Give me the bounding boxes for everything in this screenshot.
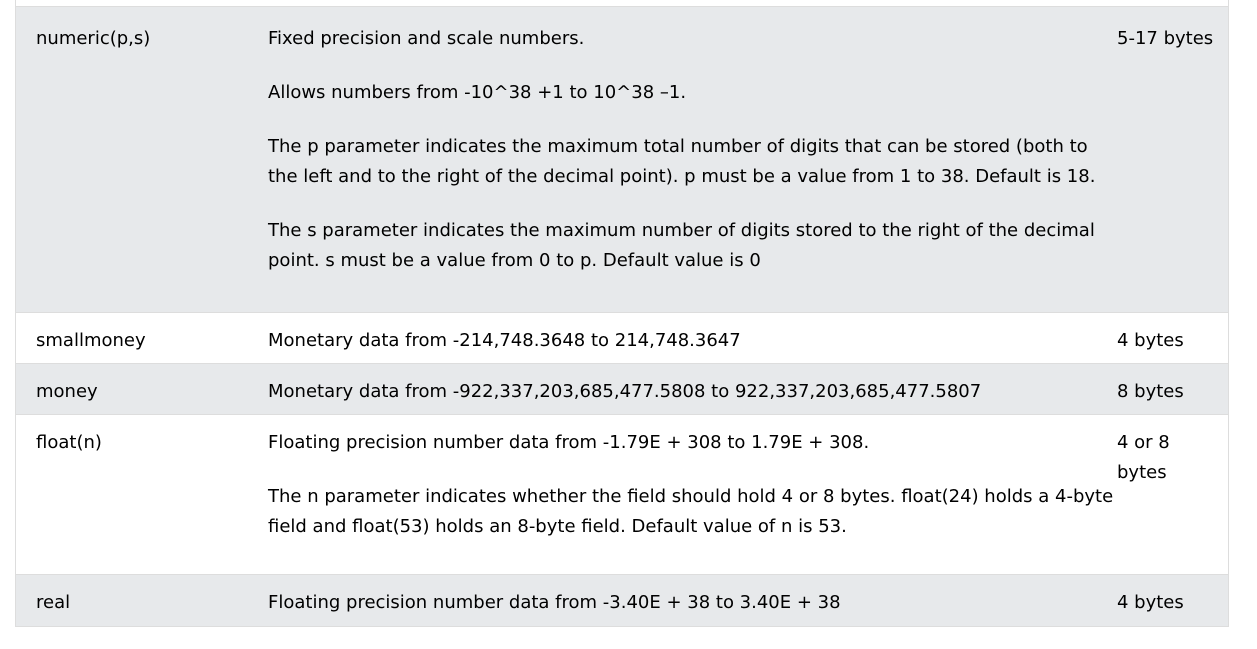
type-name: real [36, 592, 71, 613]
description-text: Allows numbers from -10^38 +1 to 10^38 –… [268, 82, 687, 103]
type-name: smallmoney [36, 330, 146, 351]
storage-cell: 4 bytes [1117, 313, 1228, 364]
storage-cell: 5-17 bytes [1117, 7, 1228, 313]
storage-cell: 4 bytes [1117, 575, 1228, 626]
description-cell: Monetary data from -214,748.3648 to 214,… [268, 313, 1117, 364]
type-name: numeric(p,s) [36, 28, 151, 49]
description-text: Monetary data from -922,337,203,685,477.… [268, 381, 982, 402]
table-row: numeric(p,s) Fixed precision and scale n… [16, 6, 1228, 313]
table-top-strip [16, 0, 1228, 6]
description-text: Floating precision number data from -3.4… [268, 592, 841, 613]
table-row: real Floating precision number data from… [16, 574, 1228, 626]
storage-size: 4 or 8 bytes [1117, 432, 1170, 483]
storage-size: 8 bytes [1117, 381, 1184, 402]
type-name: float(n) [36, 432, 102, 453]
description-cell: Floating precision number data from -3.4… [268, 575, 1117, 626]
type-cell: real [16, 575, 268, 626]
description-text: Floating precision number data from -1.7… [268, 432, 870, 453]
description-text: The n parameter indicates whether the fi… [268, 486, 1114, 537]
type-cell: money [16, 364, 268, 415]
table-row: smallmoney Monetary data from -214,748.3… [16, 312, 1228, 364]
type-name: money [36, 381, 98, 402]
storage-cell: 8 bytes [1117, 364, 1228, 415]
storage-size: 4 bytes [1117, 592, 1184, 613]
description-cell: Fixed precision and scale numbers. Allow… [268, 7, 1117, 313]
description-text: The p parameter indicates the maximum to… [268, 136, 1096, 187]
description-cell: Floating precision number data from -1.7… [268, 415, 1117, 575]
type-cell: smallmoney [16, 313, 268, 364]
storage-size: 4 bytes [1117, 330, 1184, 351]
description-text: The s parameter indicates the maximum nu… [268, 220, 1095, 271]
table-row: money Monetary data from -922,337,203,68… [16, 363, 1228, 415]
numeric-types-table: numeric(p,s) Fixed precision and scale n… [16, 6, 1228, 626]
description-cell: Monetary data from -922,337,203,685,477.… [268, 364, 1117, 415]
table-row: float(n) Floating precision number data … [16, 414, 1228, 575]
storage-cell: 4 or 8 bytes [1117, 415, 1228, 575]
type-cell: numeric(p,s) [16, 7, 268, 313]
description-text: Monetary data from -214,748.3648 to 214,… [268, 330, 741, 351]
data-types-table: numeric(p,s) Fixed precision and scale n… [15, 0, 1229, 627]
storage-size: 5-17 bytes [1117, 28, 1214, 49]
type-cell: float(n) [16, 415, 268, 575]
description-text: Fixed precision and scale numbers. [268, 28, 585, 49]
